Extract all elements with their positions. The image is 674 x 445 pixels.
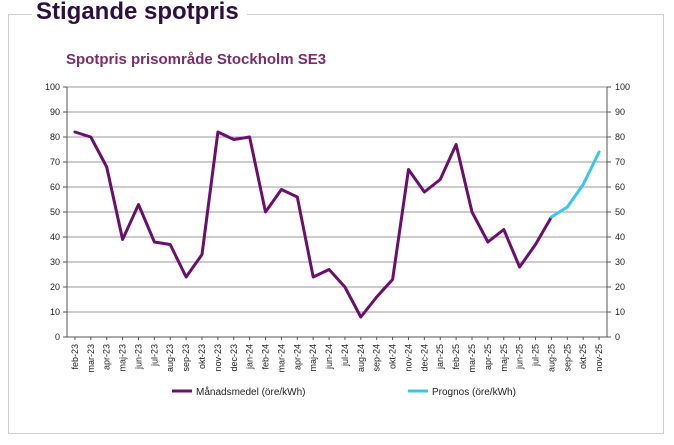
y2-tick-label: 30 <box>615 257 625 267</box>
y2-tick-label: 0 <box>615 332 620 342</box>
x-tick-label: mar-24 <box>276 344 286 373</box>
y2-tick-label: 100 <box>615 82 630 92</box>
y-tick-label: 90 <box>50 107 60 117</box>
gridlines <box>67 86 607 313</box>
y2-tick-label: 40 <box>615 232 625 242</box>
panel-border <box>8 14 664 434</box>
y2-tick-label: 20 <box>615 282 625 292</box>
x-tick-label: sep-25 <box>562 344 572 372</box>
y-tick-label: 80 <box>50 132 60 142</box>
y-tick-label: 70 <box>50 157 60 167</box>
y2-tick-label: 80 <box>615 132 625 142</box>
x-tick-label: maj-23 <box>118 344 128 372</box>
x-tick-label: dec-24 <box>419 344 429 372</box>
x-tick-label: feb-23 <box>70 344 80 370</box>
x-tick-label: nov-24 <box>403 344 413 372</box>
chart-title: Spotpris prisområde Stockholm SE3 <box>66 51 327 68</box>
y2-tick-label: 90 <box>615 107 625 117</box>
x-tick-label: mar-23 <box>86 344 96 373</box>
y-tick-label: 0 <box>55 332 60 342</box>
x-tick-label: dec-23 <box>229 344 239 372</box>
y2-tick-label: 50 <box>615 207 625 217</box>
y-tick-label: 100 <box>45 82 60 92</box>
x-tick-label: okt-25 <box>578 344 588 369</box>
y-tick-label: 30 <box>50 257 60 267</box>
legend-label: Månadsmedel (öre/kWh) <box>196 386 305 398</box>
x-tick-label: feb-25 <box>451 344 461 370</box>
x-tick-label: nov-25 <box>594 344 604 372</box>
y-tick-label: 60 <box>50 182 60 192</box>
x-tick-label: jul-25 <box>531 344 541 367</box>
x-tick-label: okt-23 <box>197 344 207 369</box>
x-tick-label: aug-23 <box>165 344 175 372</box>
x-tick-label: maj-24 <box>308 344 318 372</box>
x-tick-label: mar-25 <box>467 344 477 373</box>
x-tick-label: jan-24 <box>245 344 255 370</box>
x-tick-label: aug-25 <box>546 344 556 372</box>
x-tick-label: aug-24 <box>356 344 366 372</box>
x-tick-label: nov-23 <box>213 344 223 372</box>
x-tick-label: sep-24 <box>372 344 382 372</box>
x-tick-label: jun-25 <box>515 344 525 370</box>
y-tick-label: 10 <box>50 307 60 317</box>
legend-label: Prognos (öre/kWh) <box>432 387 516 398</box>
x-tick-label: apr-25 <box>483 344 493 370</box>
legend: Månadsmedel (öre/kWh) Prognos (öre/kWh) <box>172 386 516 398</box>
x-tick-label: okt-24 <box>388 344 398 369</box>
y-tick-label: 20 <box>50 282 60 292</box>
x-tick-label: jan-25 <box>435 344 445 370</box>
x-tick-label: jun-23 <box>133 344 143 370</box>
headline: Stigande spotpris <box>32 0 247 28</box>
y2-tick-label: 10 <box>615 307 625 317</box>
axes: 0 10 20 30 40 50 60 70 80 90 100 0 10 20 30 40 50 60 70 80 9… <box>45 82 630 373</box>
series-line-forecast <box>549 150 601 219</box>
series-line-monthly-average <box>73 130 553 319</box>
y2-tick-label: 70 <box>615 157 625 167</box>
y2-tick-label: 60 <box>615 182 625 192</box>
y-tick-label: 40 <box>50 232 60 242</box>
x-tick-label: sep-23 <box>181 344 191 372</box>
x-tick-label: jul-23 <box>149 344 159 367</box>
x-tick-label: apr-23 <box>102 344 112 370</box>
x-tick-label: jul-24 <box>340 344 350 367</box>
x-tick-label: apr-24 <box>292 344 302 370</box>
x-tick-label: jun-24 <box>324 344 334 370</box>
series <box>73 130 601 319</box>
x-tick-label: feb-24 <box>261 344 271 370</box>
x-tick-label: maj-25 <box>499 344 509 372</box>
y-tick-label: 50 <box>50 207 60 217</box>
